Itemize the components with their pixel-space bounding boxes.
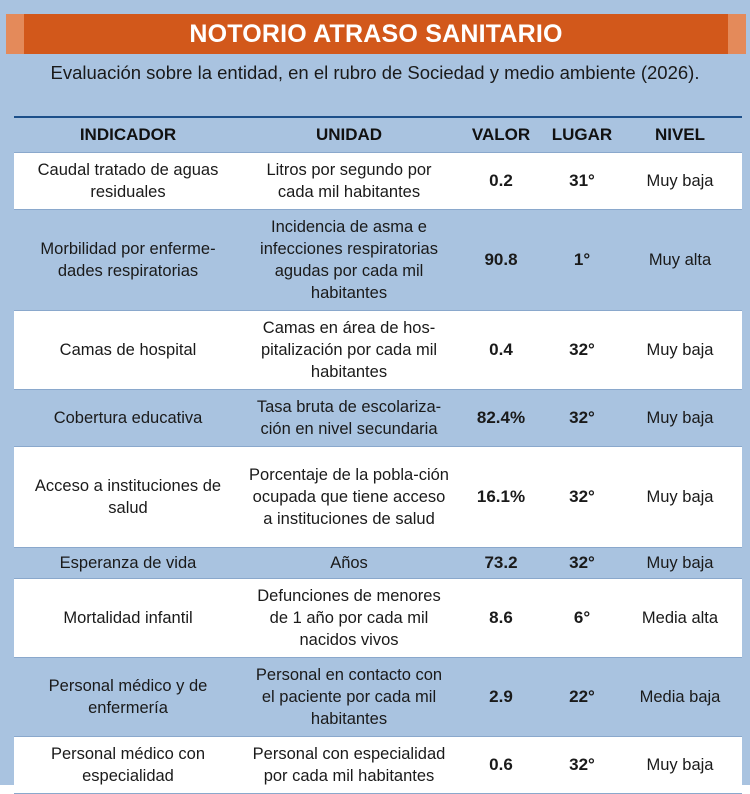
table-row: Personal médico con especialidad Persona…	[14, 736, 742, 794]
cell-value: 90.8	[456, 209, 546, 311]
cell-place: 1°	[546, 209, 618, 311]
cell-value: 8.6	[456, 578, 546, 658]
cell-indicator: Camas de hospital	[14, 310, 242, 390]
cell-level: Muy baja	[618, 547, 742, 579]
cell-unit: Personal en contacto con el paciente por…	[242, 657, 456, 737]
cell-level: Muy baja	[618, 446, 742, 548]
cell-level: Muy alta	[618, 209, 742, 311]
cell-level: Muy baja	[618, 152, 742, 210]
cell-place: 31°	[546, 152, 618, 210]
header-unidad: UNIDAD	[242, 116, 456, 153]
cell-place: 32°	[546, 310, 618, 390]
cell-place: 32°	[546, 547, 618, 579]
banner-tab-right	[728, 14, 746, 54]
banner-tab-left	[6, 14, 24, 54]
subtitle: Evaluación sobre la entidad, en el rubro…	[50, 62, 700, 83]
header-valor: VALOR	[456, 116, 546, 153]
cell-unit: Años	[242, 547, 456, 579]
title-banner: NOTORIO ATRASO SANITARIO	[6, 14, 746, 54]
table-header-row: INDICADOR UNIDAD VALOR LUGAR NIVEL	[14, 116, 742, 153]
cell-level: Muy baja	[618, 736, 742, 794]
cell-indicator: Mortalidad infantil	[14, 578, 242, 658]
cell-level: Muy baja	[618, 310, 742, 390]
cell-unit: Tasa bruta de escolariza-ción en nivel s…	[242, 389, 456, 447]
header-lugar: LUGAR	[546, 116, 618, 153]
cell-place: 22°	[546, 657, 618, 737]
indicators-table: INDICADOR UNIDAD VALOR LUGAR NIVEL Cauda…	[14, 116, 742, 794]
cell-indicator: Cobertura educativa	[14, 389, 242, 447]
cell-indicator: Esperanza de vida	[14, 547, 242, 579]
table-row: Cobertura educativa Tasa bruta de escola…	[14, 389, 742, 447]
cell-value: 0.2	[456, 152, 546, 210]
table-row: Camas de hospital Camas en área de hos-p…	[14, 310, 742, 390]
header-indicador: INDICADOR	[14, 116, 242, 153]
table-row: Mortalidad infantil Defunciones de menor…	[14, 578, 742, 658]
cell-value: 0.4	[456, 310, 546, 390]
cell-place: 32°	[546, 736, 618, 794]
cell-indicator: Personal médico con especialidad	[14, 736, 242, 794]
cell-indicator: Acceso a instituciones de salud	[14, 446, 242, 548]
cell-place: 32°	[546, 389, 618, 447]
cell-unit: Camas en área de hos-pitalización por ca…	[242, 310, 456, 390]
table-row: Esperanza de vida Años 73.2 32° Muy baja	[14, 547, 742, 579]
cell-value: 73.2	[456, 547, 546, 579]
cell-level: Muy baja	[618, 389, 742, 447]
cell-level: Media baja	[618, 657, 742, 737]
page-title: NOTORIO ATRASO SANITARIO	[189, 20, 563, 48]
cell-level: Media alta	[618, 578, 742, 658]
cell-indicator: Personal médico y de enfermería	[14, 657, 242, 737]
table-row: Personal médico y de enfermería Personal…	[14, 657, 742, 737]
cell-place: 6°	[546, 578, 618, 658]
table-row: Morbilidad por enferme-dades respiratori…	[14, 209, 742, 311]
cell-unit: Porcentaje de la pobla-ción ocupada que …	[242, 446, 456, 548]
cell-unit: Personal con especialidad por cada mil h…	[242, 736, 456, 794]
table-row: Acceso a instituciones de salud Porcenta…	[14, 446, 742, 548]
cell-unit: Defunciones de menores de 1 año por cada…	[242, 578, 456, 658]
cell-place: 32°	[546, 446, 618, 548]
cell-value: 2.9	[456, 657, 546, 737]
cell-value: 0.6	[456, 736, 546, 794]
table-row: Caudal tratado de aguas residuales Litro…	[14, 152, 742, 210]
cell-value: 16.1%	[456, 446, 546, 548]
cell-indicator: Morbilidad por enferme-dades respiratori…	[14, 209, 242, 311]
cell-unit: Litros por segundo por cada mil habitant…	[242, 152, 456, 210]
cell-indicator: Caudal tratado de aguas residuales	[14, 152, 242, 210]
header-nivel: NIVEL	[618, 116, 742, 153]
cell-value: 82.4%	[456, 389, 546, 447]
cell-unit: Incidencia de asma e infecciones respira…	[242, 209, 456, 311]
